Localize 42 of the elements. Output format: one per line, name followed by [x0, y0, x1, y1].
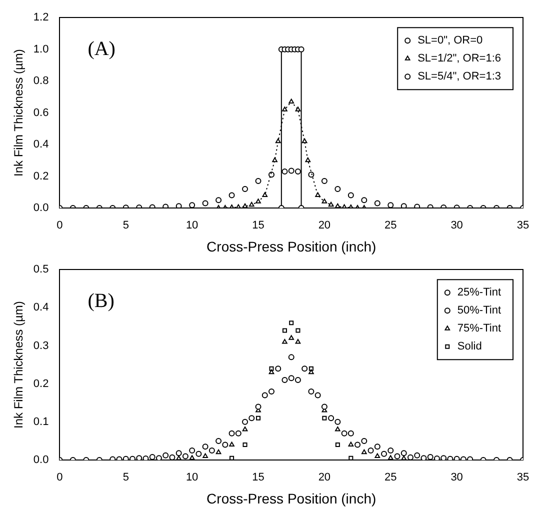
x-tick-label: 20	[318, 472, 331, 484]
x-tick-label: 0	[56, 220, 63, 232]
y-tick-label: 0.5	[33, 264, 49, 276]
x-tick-label: 30	[450, 472, 463, 484]
x-tick-label: 0	[56, 472, 63, 484]
x-tick-label: 5	[122, 472, 129, 484]
x-tick-label: 20	[318, 220, 331, 232]
y-tick-label: 0.2	[33, 170, 49, 182]
y-tick-label: 0.0	[33, 454, 49, 466]
x-tick-label: 30	[450, 220, 463, 232]
x-tick-label: 5	[122, 220, 129, 232]
y-tick-label: 1.0	[33, 43, 49, 56]
x-tick-label: 35	[516, 220, 530, 232]
y-tick-label: 1.2	[33, 12, 49, 24]
y-tick-label: 0.6	[33, 106, 49, 119]
x-tick-label: 15	[252, 220, 264, 232]
y-tick-label: 0.3	[33, 340, 49, 352]
y-tick-label: 0.0	[33, 202, 49, 214]
x-tick-label: 25	[384, 220, 397, 232]
y-axis-title: Ink Film Thickness (µm)	[12, 49, 26, 176]
legend-label: SL=1/2", OR=1:6	[418, 52, 502, 65]
x-axis-title: Cross-Press Position (inch)	[206, 238, 376, 254]
y-tick-label: 0.4	[33, 302, 49, 314]
x-axis-title: Cross-Press Position (inch)	[206, 490, 376, 506]
legend-label: SL=0", OR=0	[418, 34, 483, 47]
y-axis-title: Ink Film Thickness (µm)	[12, 301, 26, 428]
annotation: (A)	[88, 38, 116, 60]
y-tick-label: 0.2	[33, 378, 49, 390]
y-tick-label: 0.4	[33, 138, 49, 151]
legend-label: 75%-Tint	[457, 322, 501, 335]
legend-label: SL=5/4", OR=1:3	[418, 70, 502, 83]
legend-label: 25%-Tint	[457, 286, 501, 299]
legend-label: 50%-Tint	[457, 304, 501, 317]
x-tick-label: 25	[384, 472, 397, 484]
y-tick-label: 0.1	[33, 416, 49, 428]
x-tick-label: 15	[252, 472, 264, 484]
y-tick-label: 0.8	[33, 75, 49, 88]
x-tick-label: 35	[516, 472, 530, 484]
annotation: (B)	[88, 290, 114, 312]
legend-label: Solid	[457, 340, 482, 353]
x-tick-label: 10	[186, 220, 198, 232]
x-tick-label: 10	[186, 472, 198, 484]
